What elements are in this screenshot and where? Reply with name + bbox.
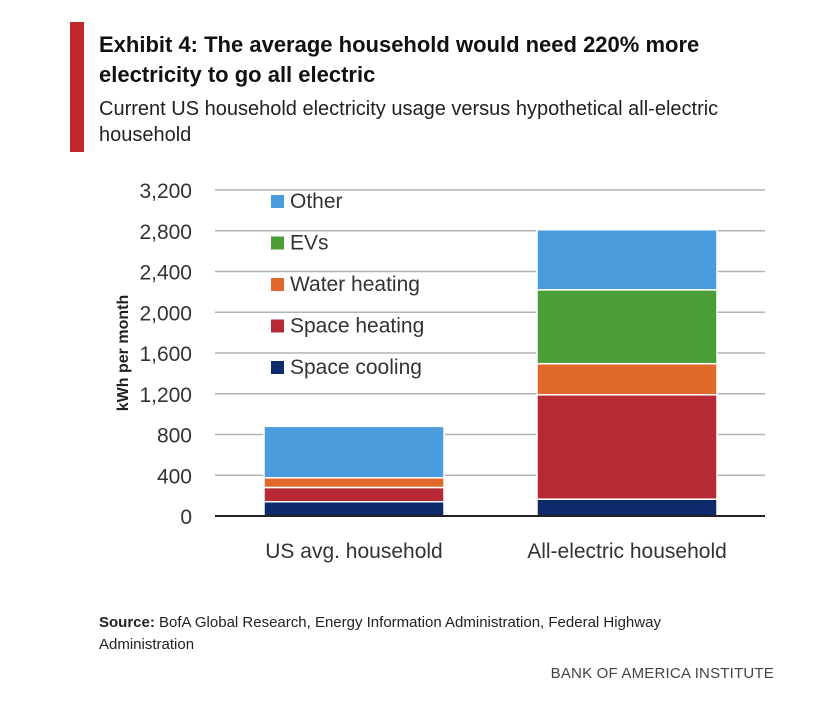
legend-swatch	[271, 278, 284, 291]
legend-label: Space heating	[290, 315, 424, 338]
y-axis-label: kWh per month	[115, 295, 132, 411]
y-tick-label: 3,200	[139, 180, 192, 203]
legend-swatch	[271, 236, 284, 250]
y-tick-label: 400	[157, 465, 192, 488]
bar-segment	[263, 477, 445, 489]
legend-swatch	[271, 319, 284, 333]
bar-segment	[263, 486, 445, 503]
legend-swatch	[271, 361, 284, 374]
chart-title: Exhibit 4: The average household would n…	[99, 32, 700, 87]
legend-label: Water heating	[290, 273, 420, 296]
chart-subtitle: Current US household electricity usage v…	[99, 98, 719, 146]
source-text: BofA Global Research, Energy Information…	[99, 614, 661, 653]
legend-swatch	[271, 195, 284, 208]
y-tick-label: 2,400	[139, 262, 192, 285]
stacked-bar-chart: 0 400 800 1,200 1,600 2,000 2,400 2,800 3,200 kWh…	[115, 180, 765, 563]
y-tick-label: 1,600	[139, 343, 192, 366]
legend-label: EVs	[290, 232, 329, 255]
x-category-label: All-electric household	[527, 540, 727, 563]
bar-segment	[263, 500, 445, 517]
bar-segment	[536, 362, 718, 396]
bar-segment	[536, 289, 718, 365]
y-tick-label: 2,000	[139, 302, 192, 325]
bar-segment	[536, 228, 718, 291]
bar-segment	[263, 425, 445, 479]
title-accent-bar	[70, 22, 84, 152]
legend-label: Other	[290, 190, 343, 213]
legend-label: Space cooling	[290, 356, 422, 379]
source-label: Source:	[99, 614, 155, 631]
y-tick-label: 0	[180, 506, 192, 529]
y-tick-label: 800	[157, 425, 192, 448]
y-tick-label: 1,200	[139, 384, 192, 407]
bar-segment	[536, 498, 718, 517]
y-tick-label: 2,800	[139, 221, 192, 244]
brand-footer: BANK OF AMERICA INSTITUTE	[550, 665, 774, 682]
source-note: Source: BofA Global Research, Energy Inf…	[99, 612, 759, 656]
bar-segment	[536, 394, 718, 500]
x-category-label: US avg. household	[265, 540, 442, 563]
